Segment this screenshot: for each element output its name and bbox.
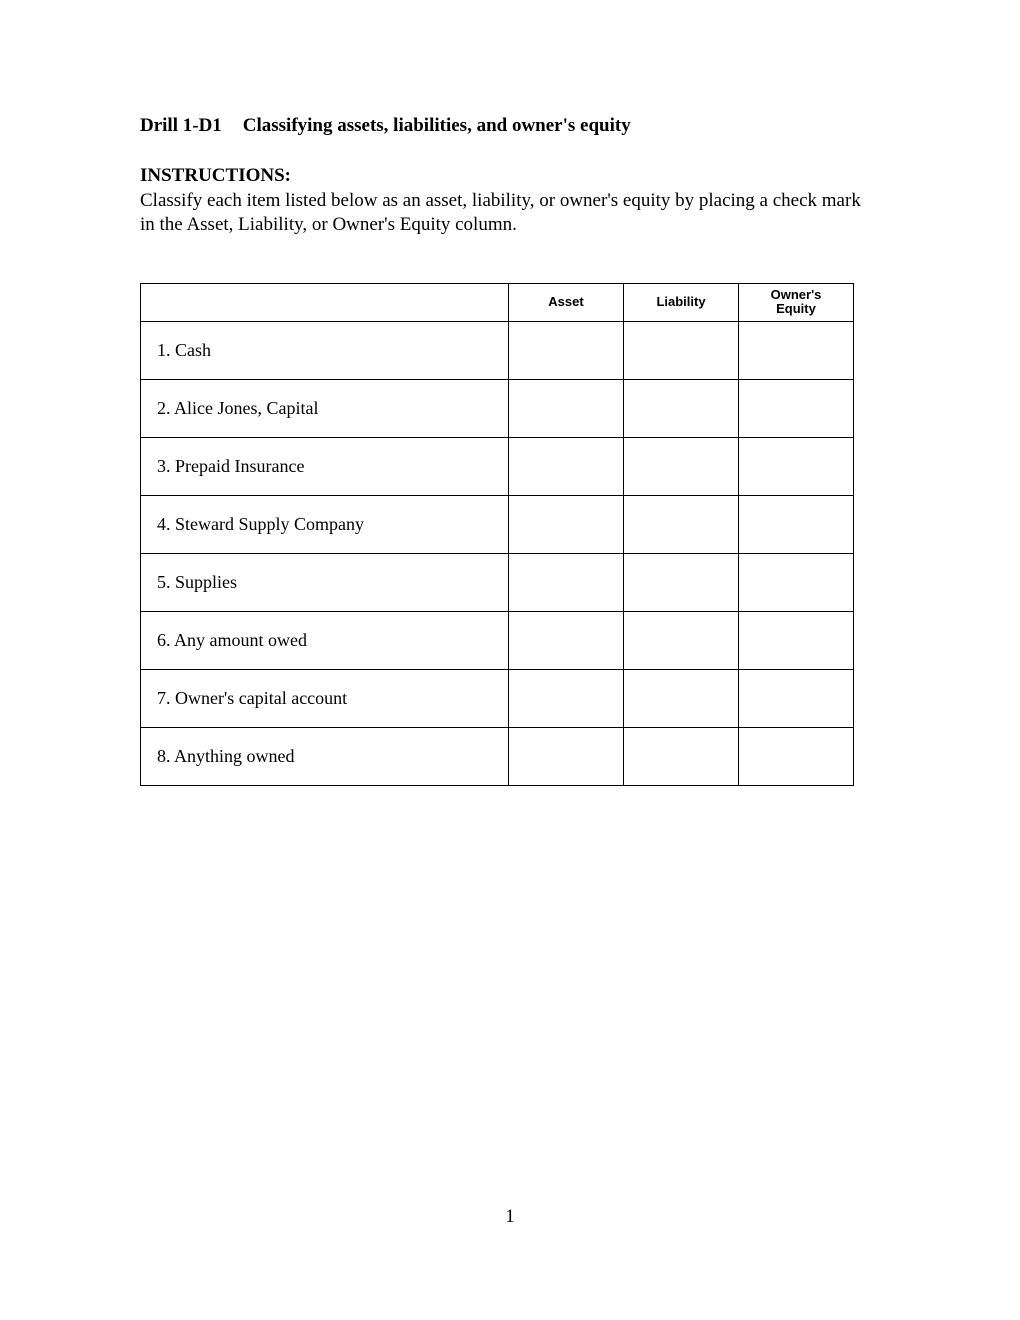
header-owners-equity: Owner'sEquity <box>739 283 854 322</box>
table-header-row: Asset Liability Owner'sEquity <box>141 283 854 322</box>
check-cell[interactable] <box>509 728 624 786</box>
table-row: 2. Alice Jones, Capital <box>141 380 854 438</box>
header-asset: Asset <box>509 283 624 322</box>
header-liability: Liability <box>624 283 739 322</box>
check-cell[interactable] <box>739 322 854 380</box>
check-cell[interactable] <box>624 496 739 554</box>
check-cell[interactable] <box>624 438 739 496</box>
check-cell[interactable] <box>509 612 624 670</box>
header-item <box>141 283 509 322</box>
check-cell[interactable] <box>509 670 624 728</box>
check-cell[interactable] <box>509 380 624 438</box>
table-row: 7. Owner's capital account <box>141 670 854 728</box>
classification-table: Asset Liability Owner'sEquity 1. Cash2. … <box>140 283 854 787</box>
table-row: 3. Prepaid Insurance <box>141 438 854 496</box>
check-cell[interactable] <box>509 322 624 380</box>
instructions-label: INSTRUCTIONS: <box>140 165 880 187</box>
check-cell[interactable] <box>739 380 854 438</box>
table-row: 4. Steward Supply Company <box>141 496 854 554</box>
table-row: 1. Cash <box>141 322 854 380</box>
check-cell[interactable] <box>624 670 739 728</box>
check-cell[interactable] <box>624 380 739 438</box>
item-cell: 7. Owner's capital account <box>141 670 509 728</box>
item-cell: 3. Prepaid Insurance <box>141 438 509 496</box>
check-cell[interactable] <box>624 322 739 380</box>
check-cell[interactable] <box>624 612 739 670</box>
worksheet-page: Drill 1-D1 Classifying assets, liabiliti… <box>0 0 1020 786</box>
table-body: 1. Cash2. Alice Jones, Capital3. Prepaid… <box>141 322 854 786</box>
check-cell[interactable] <box>509 438 624 496</box>
check-cell[interactable] <box>509 554 624 612</box>
instructions-text: Classify each item listed below as an as… <box>140 189 880 237</box>
item-cell: 1. Cash <box>141 322 509 380</box>
header-owners-equity-line2: Equity <box>776 301 816 316</box>
check-cell[interactable] <box>509 496 624 554</box>
check-cell[interactable] <box>739 728 854 786</box>
drill-title: Classifying assets, liabilities, and own… <box>243 115 631 136</box>
title-line: Drill 1-D1 Classifying assets, liabiliti… <box>140 115 880 137</box>
check-cell[interactable] <box>624 728 739 786</box>
table-row: 8. Anything owned <box>141 728 854 786</box>
page-number: 1 <box>0 1206 1020 1228</box>
check-cell[interactable] <box>624 554 739 612</box>
check-cell[interactable] <box>739 554 854 612</box>
header-owners-equity-line1: Owner's <box>771 287 822 302</box>
item-cell: 4. Steward Supply Company <box>141 496 509 554</box>
drill-label: Drill 1-D1 <box>140 115 238 137</box>
item-cell: 8. Anything owned <box>141 728 509 786</box>
table-row: 6. Any amount owed <box>141 612 854 670</box>
table-row: 5. Supplies <box>141 554 854 612</box>
item-cell: 5. Supplies <box>141 554 509 612</box>
check-cell[interactable] <box>739 612 854 670</box>
check-cell[interactable] <box>739 496 854 554</box>
item-cell: 2. Alice Jones, Capital <box>141 380 509 438</box>
check-cell[interactable] <box>739 438 854 496</box>
item-cell: 6. Any amount owed <box>141 612 509 670</box>
check-cell[interactable] <box>739 670 854 728</box>
